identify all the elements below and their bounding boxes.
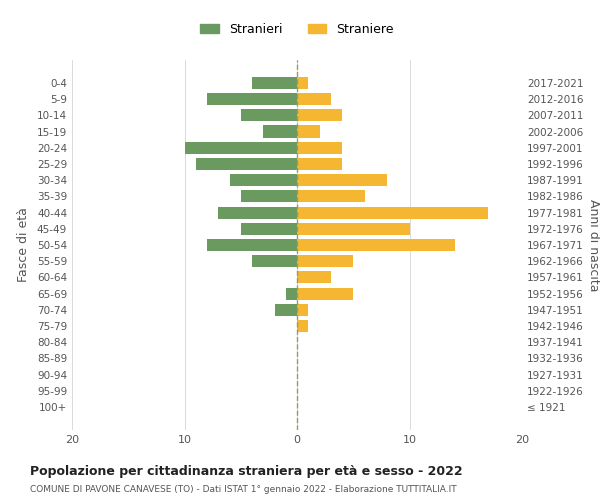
Bar: [252, 255, 297, 268]
Bar: [297, 93, 331, 105]
Bar: [241, 222, 297, 235]
Text: Popolazione per cittadinanza straniera per età e sesso - 2022: Popolazione per cittadinanza straniera p…: [30, 465, 463, 478]
Bar: [297, 206, 488, 218]
Y-axis label: Anni di nascita: Anni di nascita: [587, 198, 600, 291]
Bar: [196, 158, 297, 170]
Bar: [297, 126, 320, 138]
Bar: [297, 288, 353, 300]
Bar: [297, 239, 455, 251]
Bar: [218, 206, 297, 218]
Bar: [297, 320, 308, 332]
Bar: [297, 174, 387, 186]
Text: COMUNE DI PAVONE CANAVESE (TO) - Dati ISTAT 1° gennaio 2022 - Elaborazione TUTTI: COMUNE DI PAVONE CANAVESE (TO) - Dati IS…: [30, 485, 457, 494]
Bar: [297, 255, 353, 268]
Bar: [263, 126, 297, 138]
Bar: [297, 272, 331, 283]
Bar: [229, 174, 297, 186]
Bar: [297, 222, 409, 235]
Bar: [297, 190, 365, 202]
Bar: [297, 304, 308, 316]
Bar: [297, 77, 308, 89]
Bar: [286, 288, 297, 300]
Y-axis label: Fasce di età: Fasce di età: [17, 208, 30, 282]
Bar: [252, 77, 297, 89]
Bar: [297, 109, 342, 122]
Bar: [207, 239, 297, 251]
Legend: Stranieri, Straniere: Stranieri, Straniere: [195, 18, 399, 41]
Bar: [241, 109, 297, 122]
Bar: [207, 93, 297, 105]
Bar: [185, 142, 297, 154]
Bar: [241, 190, 297, 202]
Bar: [275, 304, 297, 316]
Bar: [297, 158, 342, 170]
Bar: [297, 142, 342, 154]
